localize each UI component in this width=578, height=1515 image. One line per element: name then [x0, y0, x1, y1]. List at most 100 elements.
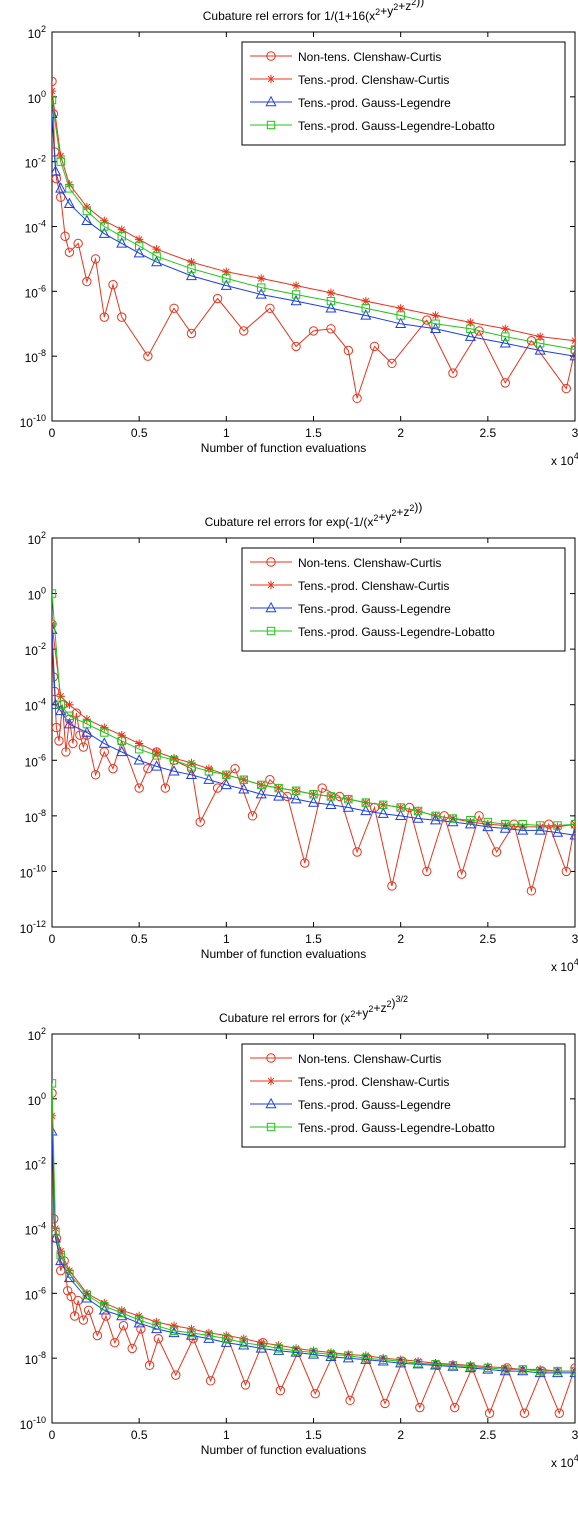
x-tick-label: 3 [572, 932, 578, 946]
legend-marker [265, 95, 277, 107]
data-point [456, 869, 467, 879]
data-point [82, 715, 92, 724]
series-line-4 [52, 593, 575, 826]
data-point [501, 1365, 510, 1374]
data-point [134, 783, 144, 793]
data-point [387, 358, 397, 369]
chart-title-formula: exp(-1/(x [326, 515, 373, 529]
data-point [344, 1351, 353, 1360]
data-point [52, 95, 57, 105]
data-point [68, 738, 78, 749]
data-point [396, 1357, 405, 1366]
data-point [361, 296, 370, 306]
legend-label: Tens.-prod. Gauss-Legendre-Lobatto [298, 1121, 495, 1135]
y-tick-label: 10-8 [25, 1350, 46, 1367]
data-point [431, 1360, 440, 1369]
data-point [61, 747, 71, 757]
data-point [526, 886, 537, 896]
x-axis-multiplier: x 104 [551, 957, 578, 974]
data-point [534, 1366, 546, 1378]
x-tick-label: 3 [572, 1428, 578, 1442]
data-point [379, 1355, 388, 1364]
data-point [134, 745, 144, 754]
data-point [62, 1286, 73, 1296]
legend-marker [266, 580, 276, 590]
data-point [431, 319, 440, 328]
chart-title-prefix: Cubature rel errors for [203, 9, 324, 23]
data-point [290, 294, 302, 306]
data-point [54, 736, 64, 746]
data-point [553, 1366, 562, 1376]
data-point [169, 1326, 179, 1335]
data-point [117, 225, 126, 234]
data-point [291, 281, 301, 290]
x-axis-label: Number of function evaluations [201, 947, 366, 961]
data-point [212, 293, 223, 304]
data-point [66, 1291, 76, 1302]
series-group [52, 589, 575, 896]
chart-title-formula: 1/(1+16(x [324, 9, 375, 23]
series-group [52, 1079, 575, 1418]
legend: Non-tens. Clenshaw-Curtis Tens.-prod. Cle… [241, 547, 566, 652]
data-point [100, 222, 109, 231]
data-point [222, 770, 231, 780]
data-point [535, 821, 545, 830]
data-point [447, 815, 459, 827]
data-point [448, 814, 458, 823]
legend-label: Tens.-prod. Gauss-Legendre [298, 96, 451, 110]
data-point [220, 279, 232, 290]
data-point [65, 700, 74, 709]
legend-label: Tens.-prod. Gauss-Legendre-Lobatto [298, 625, 495, 639]
data-point [117, 736, 126, 746]
data-point [52, 672, 59, 682]
series-line-1 [52, 1093, 575, 1415]
y-tick-label: 10-2 [25, 1156, 46, 1173]
series-line-1 [52, 81, 575, 399]
data-point [81, 1292, 93, 1303]
data-point [152, 751, 161, 760]
chart-title-formula: )) [414, 500, 422, 514]
data-point [69, 1311, 80, 1321]
x-tick-label: 3 [572, 426, 578, 440]
data-point [52, 589, 57, 598]
data-point [361, 1351, 370, 1360]
data-point [570, 1366, 575, 1376]
data-point [171, 1370, 181, 1380]
data-point [430, 322, 442, 333]
data-point [484, 1408, 495, 1418]
data-point [379, 800, 388, 810]
data-point [55, 182, 67, 193]
data-point [499, 336, 511, 348]
data-point [238, 783, 250, 794]
data-point [466, 817, 475, 827]
x-tick-label: 0.5 [131, 932, 148, 946]
data-point [396, 803, 405, 812]
data-point [482, 1363, 494, 1374]
data-point [65, 1269, 74, 1279]
data-point [257, 283, 266, 292]
data-point [222, 1334, 231, 1343]
data-point [186, 328, 197, 339]
data-point [361, 304, 371, 313]
series-line-3 [52, 113, 575, 357]
chart-panel-3: 102 100 10-2 10-4 10-6 10-8 10-100 0.5 1 1.5 2 2.5 3… [20, 1026, 578, 1470]
data-point [431, 311, 440, 320]
data-point [570, 345, 575, 354]
x-tick-label: 2.5 [479, 932, 496, 946]
data-point [309, 790, 318, 799]
legend-marker [266, 1076, 276, 1086]
data-point [151, 760, 163, 771]
data-point [344, 794, 353, 804]
y-tick-label: 100 [28, 586, 46, 603]
data-point [369, 341, 380, 352]
data-point [326, 792, 336, 801]
data-point [133, 754, 145, 765]
data-point [238, 1338, 250, 1350]
legend-marker [265, 601, 277, 613]
data-point [222, 267, 231, 277]
x-tick-label: 2.5 [479, 1428, 496, 1442]
data-point [222, 274, 231, 283]
data-point [169, 753, 179, 763]
data-point [134, 739, 144, 748]
